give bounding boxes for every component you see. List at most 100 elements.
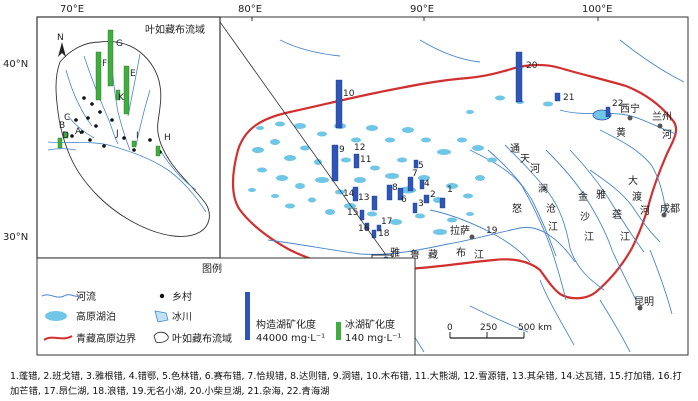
bar-14	[352, 186, 359, 202]
river-label: 天	[520, 154, 530, 165]
river-label: 怒	[512, 202, 522, 215]
river-label: 河	[662, 129, 672, 141]
lake-label-8: 8	[392, 183, 398, 193]
river-label: 砻	[612, 209, 622, 221]
river-label: 河	[530, 163, 540, 175]
bar-g	[107, 29, 114, 87]
lon-label-100: 100°E	[582, 4, 612, 15]
river-label: 沧	[546, 202, 556, 215]
lake-number-labels: 10 9 12 11 14 13 8 6 7 5 4 2 3 1 15 16 1…	[339, 61, 623, 239]
point-label-b: B	[59, 121, 65, 131]
bar-16	[364, 222, 370, 231]
chengdu-dot	[661, 212, 667, 218]
river-label: 江	[548, 221, 558, 233]
lake-label-14: 14	[343, 189, 355, 199]
point-label-e: E	[130, 69, 136, 79]
lake-label-4: 4	[424, 179, 430, 189]
cities: 拉萨 西宁 兰州 成都 昆明	[450, 102, 680, 311]
lanzhou-label: 兰州	[652, 110, 672, 123]
point-label-f: F	[102, 59, 107, 69]
lake-label-16: 16	[358, 224, 370, 234]
legend-river-label: 河流	[76, 290, 96, 303]
legend-boundary-label: 青藏高原边界	[76, 332, 136, 345]
lat-label-40: 40°N	[3, 59, 28, 70]
tectonic-symbol	[245, 292, 250, 340]
point-label-g: G	[116, 39, 123, 49]
bar-6	[397, 187, 404, 201]
plateau-lakes	[248, 95, 606, 235]
river-label: 江	[584, 231, 594, 243]
lake-label-10: 10	[343, 89, 355, 99]
inset-map: 叶如藏布流域 N	[36, 16, 221, 259]
bar-11	[353, 153, 360, 169]
bar-1	[439, 197, 446, 209]
chengdu-label: 成都	[660, 203, 680, 215]
lake-label-6: 6	[401, 195, 407, 205]
lake-label-12: 12	[354, 143, 365, 153]
glacier-symbol	[154, 310, 169, 323]
lake-label-3: 3	[418, 199, 424, 209]
bar-d	[57, 137, 63, 149]
lake-label-5: 5	[418, 161, 424, 171]
river-label: 金	[578, 190, 588, 203]
scale-label-250: 250	[480, 323, 497, 333]
lon-label-70: 70°E	[60, 4, 84, 15]
lhasa-dot	[469, 234, 475, 240]
legend-lake-label: 高原湖泊	[76, 310, 116, 323]
lake-label-9: 9	[339, 145, 345, 155]
tectonic-bars	[331, 51, 611, 239]
legend: 图例 河流 乡村 高原湖泊 冰川 青藏高原边界 叶如藏布流域 构造湖矿化度 44…	[36, 257, 416, 356]
legend-title: 图例	[202, 262, 222, 275]
lanzhou-dot	[657, 123, 663, 129]
river-label: 通	[510, 143, 520, 155]
legend-glacier-label: 冰川	[172, 310, 192, 323]
bar-4	[419, 179, 425, 190]
bar-h	[155, 145, 161, 157]
point-label-j: J	[115, 129, 119, 139]
river-label: 黄	[616, 126, 626, 139]
bar-3	[412, 202, 418, 214]
map: 70°E 80°E 90°E 100°E 40°N 30°N	[3, 4, 689, 356]
bar-13	[371, 195, 378, 211]
glacial-bars	[57, 29, 161, 157]
kunming-label: 昆明	[634, 296, 654, 308]
bar-22	[605, 106, 611, 118]
river-label: 大	[628, 174, 638, 187]
river-labels: 通 天 河 澜 沧 江 怒 金 沙 江 雅 砻 江 大 渡 河 黄 河 雅 鲁 …	[390, 126, 672, 261]
rivers-main	[267, 39, 685, 353]
bar-8	[386, 184, 393, 201]
bar-7	[407, 176, 414, 192]
bar-9	[331, 144, 339, 182]
xining-dot	[627, 115, 633, 121]
river-label: 澜	[538, 183, 548, 195]
lake-label-2: 2	[430, 190, 436, 200]
scale-label-500: 500 km	[518, 323, 552, 333]
bar-20	[515, 51, 523, 103]
river-label: 鲁	[410, 248, 420, 261]
river-label: 布	[456, 247, 466, 259]
bar-5	[413, 159, 419, 169]
point-label-i: I	[136, 131, 139, 141]
point-label-d: D	[62, 131, 69, 141]
lake-label-20: 20	[526, 61, 538, 71]
river-label: 江	[474, 249, 484, 261]
river-label: 渡	[632, 190, 642, 203]
glacial-symbol	[336, 322, 341, 340]
point-label-c: C	[64, 113, 70, 123]
kunming-dot	[637, 305, 643, 311]
river-label: 藏	[428, 249, 438, 261]
lake-label-22: 22	[612, 99, 623, 109]
legend-village-label: 乡村	[172, 290, 192, 303]
basin-outline	[55, 41, 210, 237]
legend-glacial-value: 140 mg·L⁻¹	[345, 333, 401, 344]
lake-symbol	[45, 311, 67, 321]
lhasa-label: 拉萨	[450, 224, 470, 237]
legend-tectonic-value: 44000 mg·L⁻¹	[256, 333, 325, 344]
scale-bar: 0 250 500 km	[447, 323, 552, 339]
inset-rivers	[47, 43, 207, 213]
lake-label-19: 19	[486, 226, 498, 236]
inset-villages	[70, 96, 162, 154]
lake-label-18: 18	[378, 229, 390, 239]
bar-17	[376, 224, 382, 232]
lake-label-7: 7	[412, 169, 418, 179]
